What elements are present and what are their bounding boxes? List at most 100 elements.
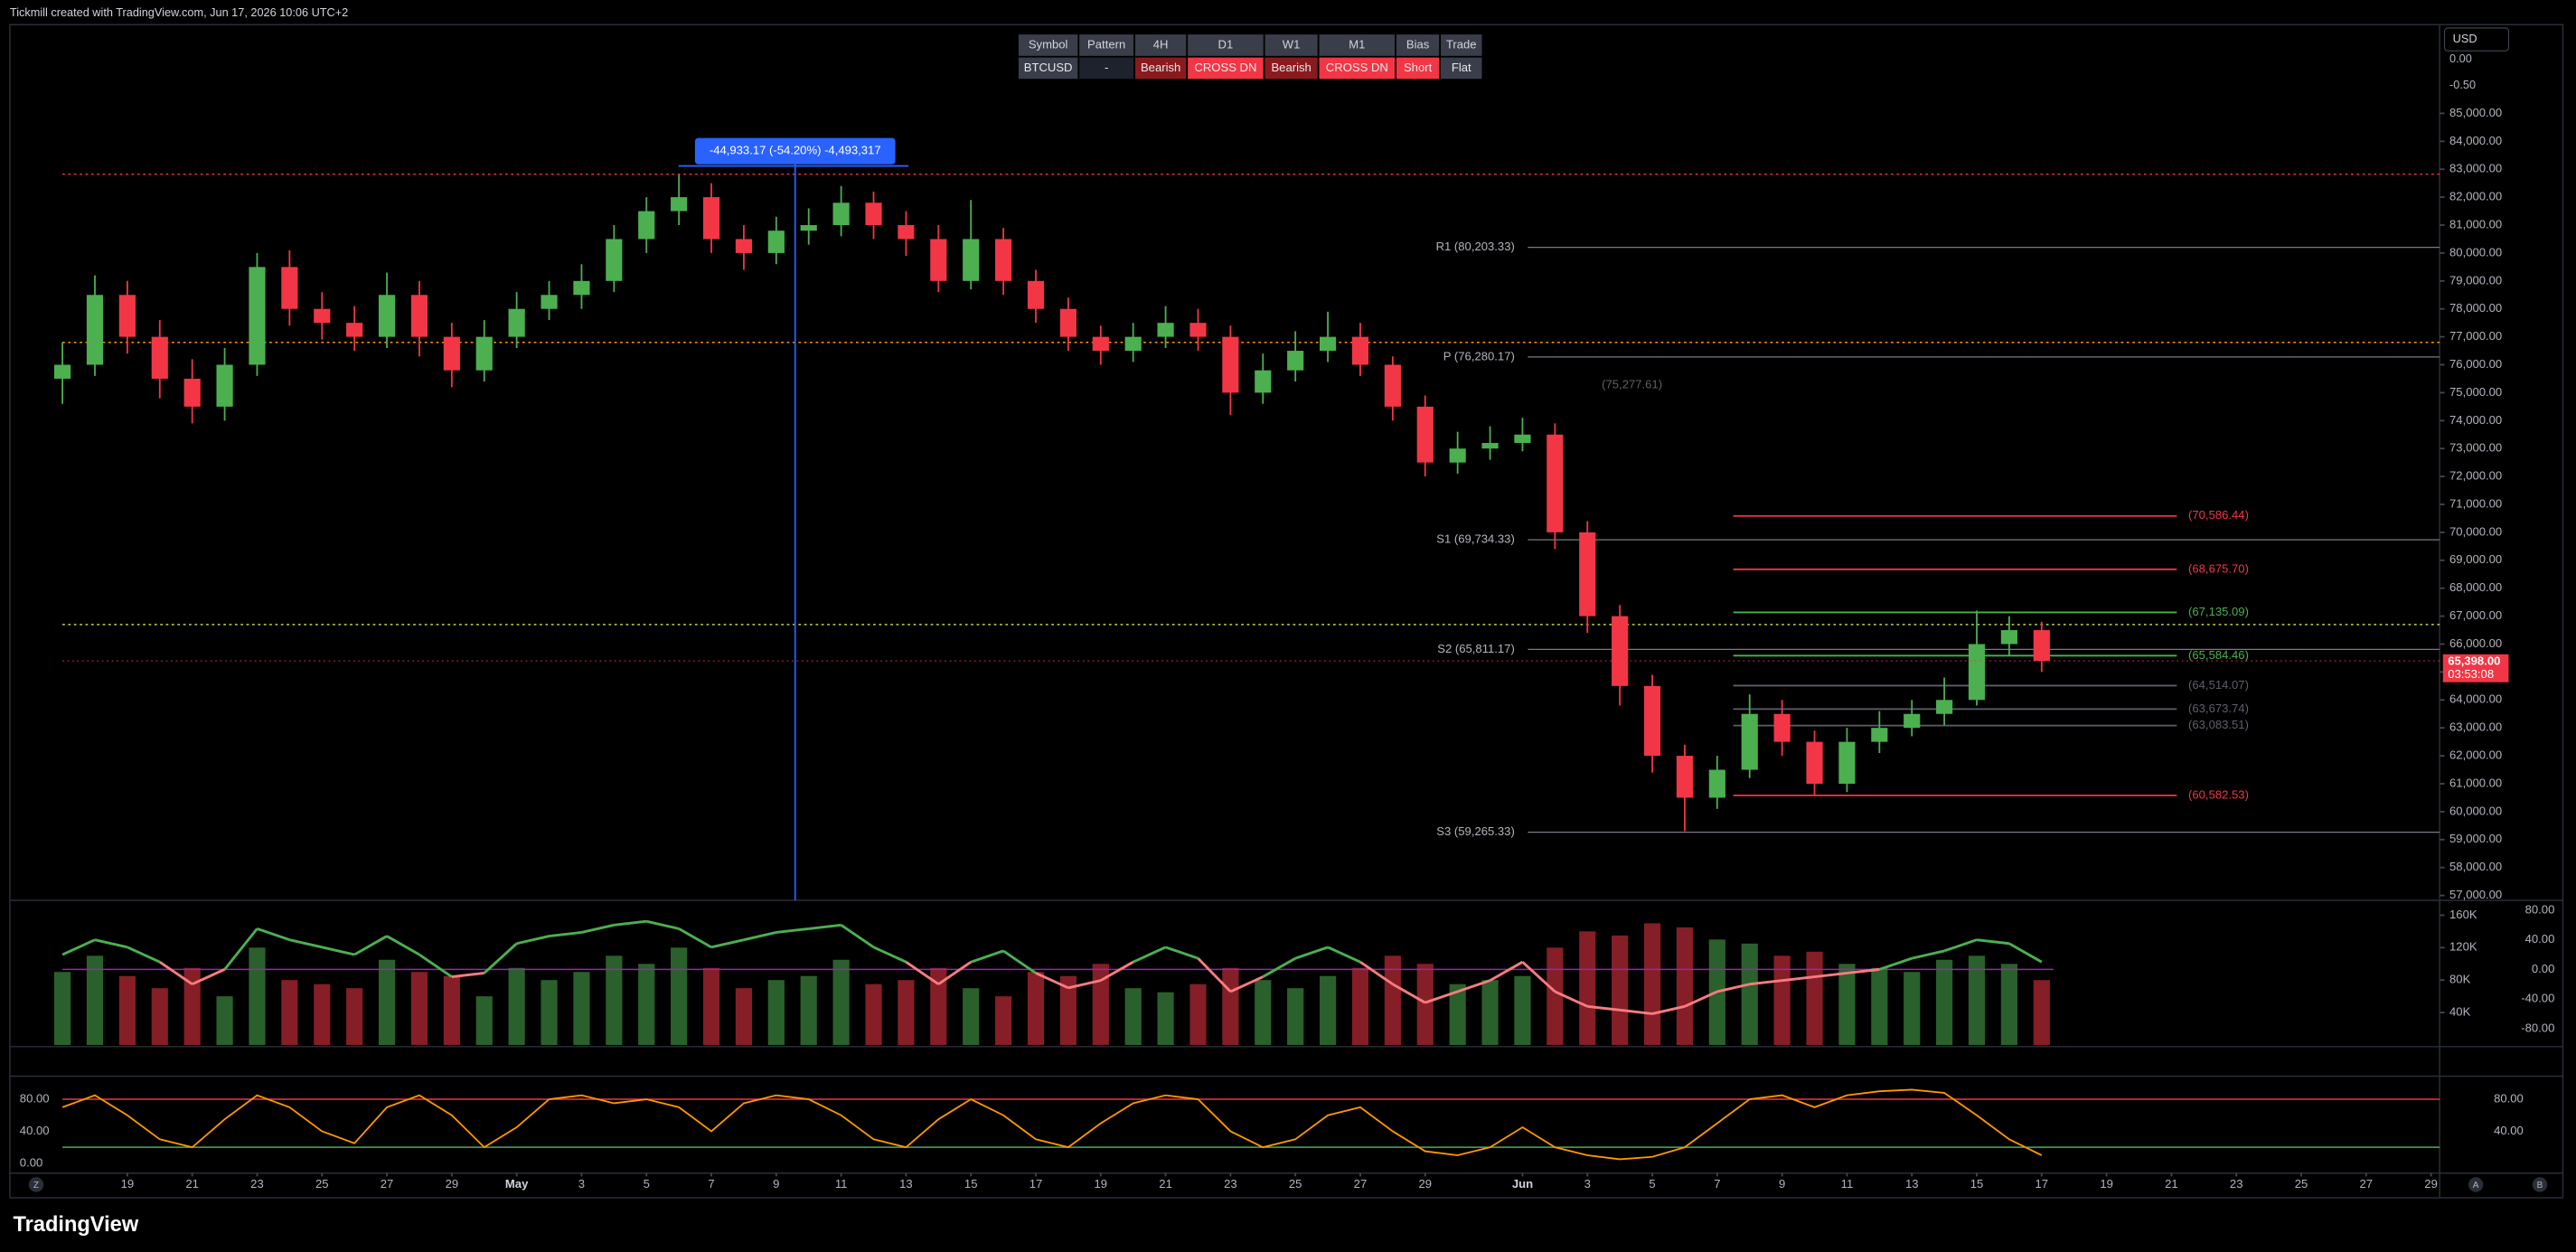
candle-body [1579, 532, 1596, 617]
momentum-segment [223, 927, 259, 971]
level-label: (64,514.07) [2188, 678, 2249, 692]
candle-body [346, 323, 363, 337]
volume-bar [1514, 975, 1531, 1045]
candle-body [2033, 630, 2050, 662]
momentum-segment [1457, 979, 1491, 993]
candle-body [1612, 616, 1629, 686]
candle-body [541, 295, 558, 309]
x-tick-label: 11 [835, 1177, 848, 1191]
table-header-cell [1188, 34, 1264, 56]
level-label: (68,675.70) [2188, 561, 2249, 575]
volume-bar [346, 988, 363, 1045]
momentum-segment [614, 919, 647, 927]
volume-bar [1416, 964, 1434, 1045]
momentum-segment [1782, 975, 1815, 983]
x-tick-label: 11 [1841, 1177, 1854, 1191]
x-tick-label: 27 [1354, 1177, 1368, 1191]
x-tick-label: 13 [899, 1177, 913, 1191]
momentum-segment [158, 960, 193, 985]
volume-bar [1676, 927, 1694, 1045]
momentum-segment [1847, 967, 1880, 974]
y-tick-label: 0.00 [20, 1155, 42, 1169]
candle-body [1255, 370, 1272, 393]
volume-bar [216, 996, 233, 1045]
momentum-segment [710, 938, 745, 949]
table-cell-text: Flat [1452, 61, 1471, 74]
y-tick-label: 71,000.00 [2449, 496, 2502, 510]
top-axis-label: 0.00 [2449, 52, 2472, 65]
volume-bar [702, 967, 720, 1045]
momentum-segment [451, 972, 484, 978]
x-tick-label: 17 [2035, 1177, 2049, 1191]
momentum-segment [1554, 990, 1588, 1008]
momentum-segment [1424, 990, 1459, 1004]
table-cell [1441, 57, 1482, 80]
y-tick-label: 82,000.00 [2449, 190, 2502, 203]
y-tick-label: 61,000.00 [2449, 776, 2502, 789]
y-tick-label: 72,000.00 [2449, 469, 2502, 483]
volume-bar [475, 996, 493, 1045]
annotation: (75,277.61) [1602, 377, 1662, 391]
axis-button[interactable] [28, 1177, 44, 1192]
y-tick-label: 80,000.00 [2449, 245, 2502, 259]
volume-bar [1059, 975, 1076, 1045]
axis-button-label[interactable]: B [2537, 1181, 2543, 1191]
volume-bar [1092, 964, 1109, 1045]
table-header-cell [1134, 34, 1187, 56]
volume-bar [1351, 967, 1369, 1045]
momentum-segment [127, 946, 161, 964]
currency-box[interactable] [2444, 27, 2510, 52]
volume-bar [508, 967, 525, 1045]
axis-button[interactable] [2532, 1177, 2548, 1192]
y-tick-label: 68,000.00 [2449, 580, 2502, 594]
candle-body [865, 202, 882, 226]
volume-bar [1904, 972, 1921, 1045]
momentum-segment [1878, 956, 1913, 971]
y-tick-label: 85,000.00 [2449, 106, 2502, 119]
candle-body [475, 336, 493, 371]
axis-button-label[interactable]: A [2473, 1181, 2479, 1191]
volume-bar [1806, 951, 1823, 1045]
volume-bar [832, 959, 850, 1045]
volume-bar [1773, 955, 1791, 1045]
volume-bar [1838, 964, 1856, 1045]
candle-body [249, 267, 266, 365]
axis-button-label[interactable]: Z [33, 1181, 39, 1191]
x-tick-label: 7 [1714, 1177, 1720, 1191]
volume-bar [2033, 980, 2050, 1045]
table-header-text: W1 [1283, 37, 1301, 51]
table-header-text: Symbol [1029, 37, 1068, 51]
table-cell-text: Bearish [1271, 61, 1311, 74]
price-tag-timer: 03:53:08 [2448, 667, 2494, 681]
level-label: (63,673.74) [2188, 701, 2249, 715]
momentum-segment [1327, 946, 1361, 964]
candle-body [898, 225, 915, 240]
level-label: (60,582.53) [2188, 787, 2249, 801]
volume-bar [2000, 964, 2018, 1045]
candle-body [118, 295, 136, 337]
table-cell-text: - [1105, 61, 1108, 74]
momentum-segment [1489, 960, 1524, 982]
level-label: (67,135.09) [2188, 605, 2249, 618]
y-tick-label: 78,000.00 [2449, 301, 2502, 315]
candle-body [2000, 630, 2018, 645]
volume-bar [1968, 955, 1986, 1045]
momentum-segment [1521, 961, 1556, 993]
volume-bar [1481, 980, 1499, 1045]
momentum-segment [1262, 956, 1296, 978]
volume-bar [249, 947, 266, 1045]
y2-tick-label: 0.00 [2532, 962, 2554, 975]
volume-bar [1547, 947, 1564, 1045]
volume-bar [183, 967, 201, 1045]
axis-button[interactable] [2468, 1177, 2484, 1192]
level-label: (63,083.51) [2188, 718, 2249, 731]
volume-bar [963, 988, 980, 1045]
momentum-segment [516, 935, 550, 946]
candle-body [1968, 644, 1986, 701]
currency[interactable]: USD [2453, 32, 2477, 45]
volume-bar [865, 984, 882, 1045]
candle-body [832, 202, 850, 226]
x-tick-label: 3 [1584, 1177, 1591, 1191]
y-tick-label: 40.00 [20, 1124, 50, 1137]
